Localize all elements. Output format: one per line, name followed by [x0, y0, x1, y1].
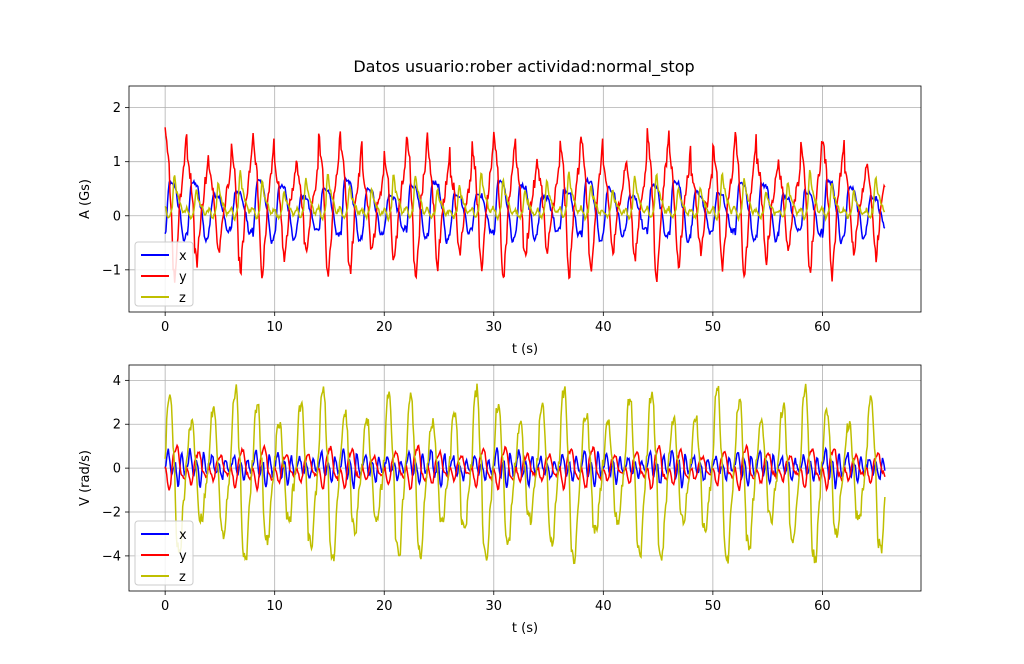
x-tick-label: 10 [266, 599, 283, 614]
x-tick-label: 0 [161, 320, 169, 335]
y-tick-label: −1 [102, 263, 121, 278]
x-tick-label: 30 [486, 320, 503, 335]
x-tick-label: 50 [705, 320, 722, 335]
y-tick-label: 0 [113, 462, 121, 477]
series-line-z [164, 383, 886, 565]
x-tick-label: 40 [595, 599, 612, 614]
legend-box [134, 520, 194, 586]
y-axis-label: A (Gs) [78, 179, 93, 219]
y-tick-label: 4 [113, 374, 121, 389]
subplot-1: 0 10 20 30 40 50 60 −1 0 1 2 t (s) A (Gs) xyz [78, 85, 922, 357]
legend: xyz [134, 520, 194, 586]
x-tick-label: 10 [266, 320, 283, 335]
legend-label-y: y [179, 270, 187, 285]
legend-label-x: x [179, 249, 187, 264]
x-tick-label: 20 [376, 320, 393, 335]
x-tick-label: 20 [376, 599, 393, 614]
series-line-y [164, 127, 886, 283]
x-tick-label: 60 [814, 320, 831, 335]
y-tick-label: −4 [102, 549, 121, 564]
legend-label-z: z [179, 291, 186, 306]
y-axis-label: V (rad/s) [78, 450, 93, 506]
x-tick-label: 50 [705, 599, 722, 614]
legend-label-z: z [179, 570, 186, 585]
legend-label-x: x [179, 528, 187, 543]
y-tick-label: 0 [113, 209, 121, 224]
legend: xyz [134, 241, 194, 307]
x-tick-label: 30 [486, 599, 503, 614]
axes-frame [128, 364, 922, 592]
x-tick-label: 0 [161, 599, 169, 614]
y-tick-label: 2 [113, 101, 121, 116]
x-tick-label: 60 [814, 599, 831, 614]
y-tick-label: 1 [113, 155, 121, 170]
chart-title: Datos usuario:rober actividad:normal_sto… [353, 57, 694, 77]
y-tick-label: 2 [113, 418, 121, 433]
series-line-x [164, 175, 886, 245]
legend-box [134, 241, 194, 307]
x-axis-label: t (s) [512, 621, 538, 636]
x-tick-label: 40 [595, 320, 612, 335]
series-line-x [164, 446, 886, 490]
subplot-2: 0 10 20 30 40 50 60 −4 −2 0 2 4 t (s) V (rad/s) xyz [78, 364, 922, 636]
series-line-z [164, 169, 886, 223]
legend-label-y: y [179, 549, 187, 564]
axes-frame [128, 85, 922, 313]
y-tick-label: −2 [102, 506, 121, 521]
x-axis-label: t (s) [512, 342, 538, 357]
